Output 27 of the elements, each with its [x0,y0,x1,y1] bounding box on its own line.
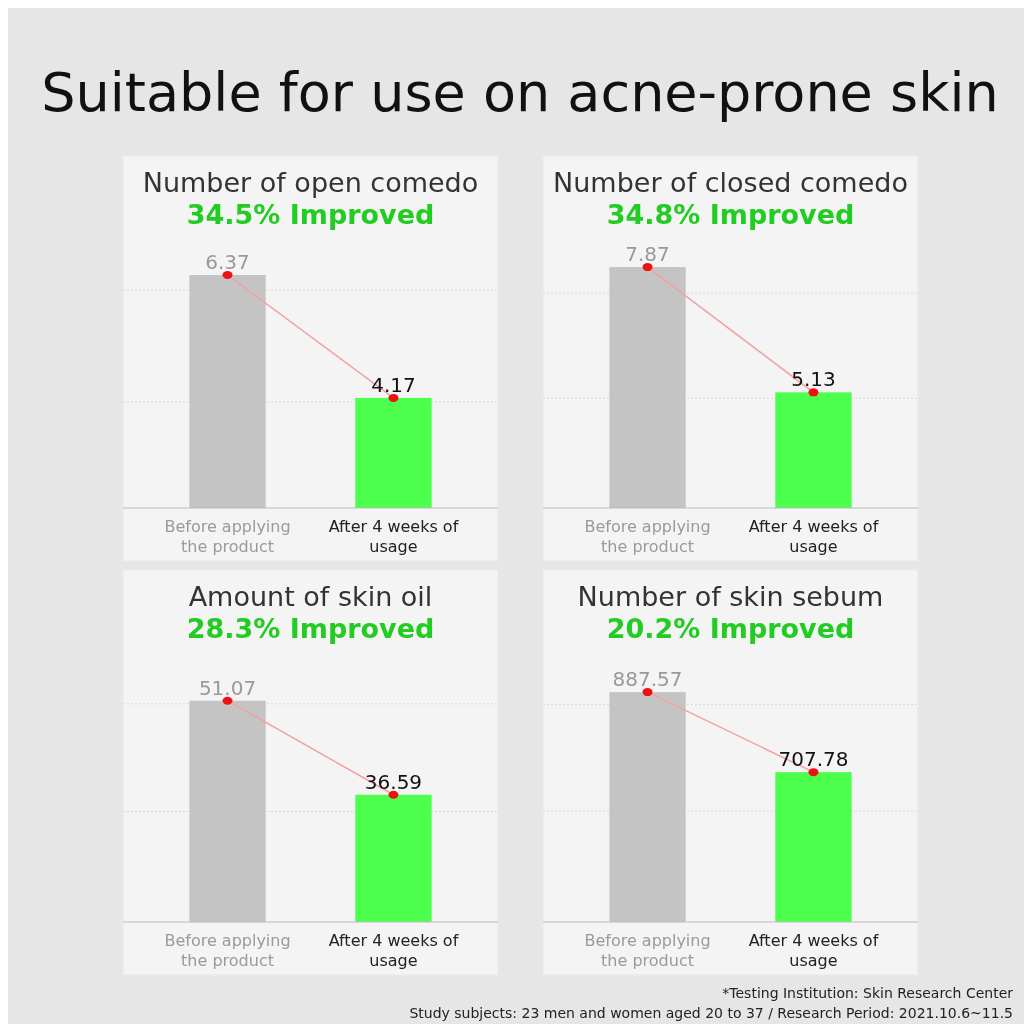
data-label: 887.57 [612,667,683,692]
x-tick-label: Before applying the product [164,517,291,556]
x-tick-label: Before applying the product [584,931,711,970]
data-label: 5.13 [791,367,836,392]
text: 34.8% Improved [606,199,855,230]
text: *Testing Institution: Skin Research Center [722,985,1014,1001]
text: 28.3% Improved [186,613,435,644]
text: 20.2% Improved [606,613,855,644]
chart-title: Number of closed comedo [553,167,908,198]
text: Suitable for use on acne-prone skin [41,61,999,124]
x-tick-label: After 4 weeks of usage [748,931,879,970]
chart-title: Number of open comedo [142,167,479,198]
text: 34.5% Improved [186,199,435,230]
data-label: 707.78 [778,747,849,772]
x-tick-label: Before applying the product [584,517,711,556]
text: Study subjects: 23 men and women aged 20 to 37 / Research Period: 2021.10.6~11.5 [409,1005,1013,1021]
data-label: 36.59 [364,769,423,794]
x-tick-label: After 4 weeks of usage [328,517,459,556]
data-label: 4.17 [371,372,416,397]
data-label: 6.37 [205,250,250,275]
data-label: 51.07 [198,675,257,700]
data-label: 7.87 [625,242,670,267]
x-tick-label: After 4 weeks of usage [748,517,879,556]
x-tick-label: Before applying the product [164,931,291,970]
chart-title: Amount of skin oil [188,581,433,612]
chart-title: Number of skin sebum [577,581,884,612]
x-tick-label: After 4 weeks of usage [328,931,459,970]
